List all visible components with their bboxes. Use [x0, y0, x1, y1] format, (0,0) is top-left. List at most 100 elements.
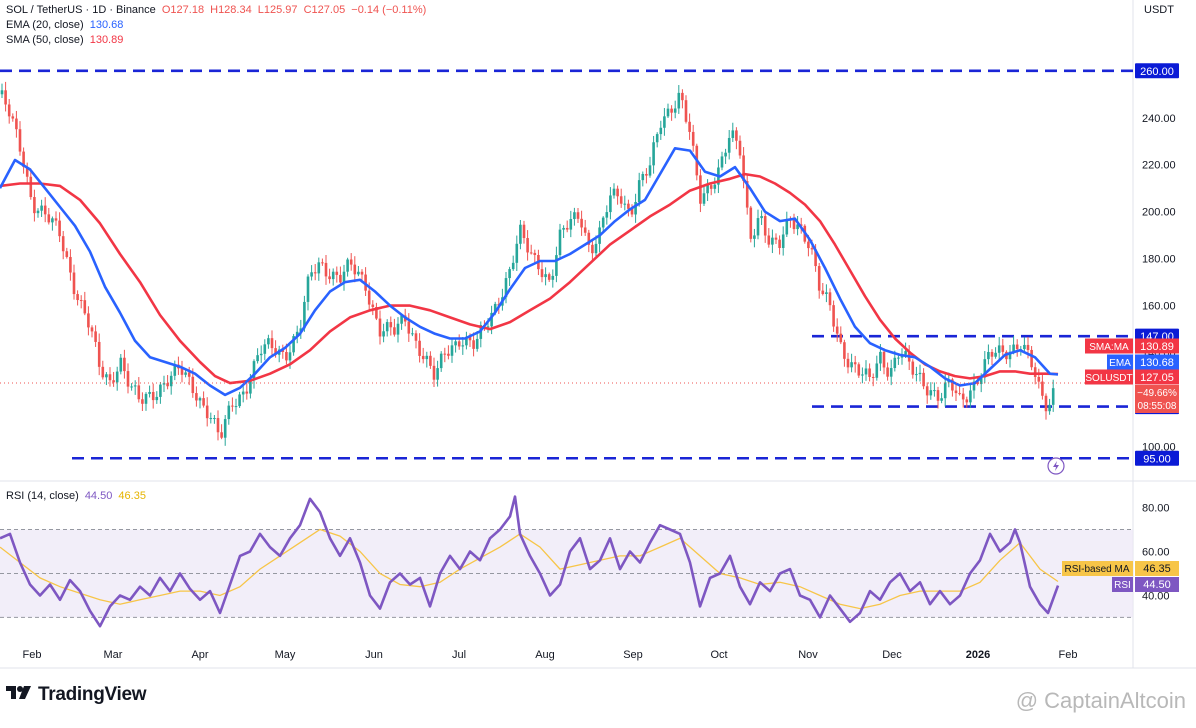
candle-body [994, 352, 997, 357]
price-tick-label: 240.00 [1142, 113, 1176, 125]
symbol-title[interactable]: SOL / TetherUS · 1D · Binance [6, 4, 156, 16]
candle-body [522, 224, 526, 239]
rsi-tag-name: RSI [1114, 580, 1131, 591]
candle-body [767, 235, 771, 245]
price-tick-label: 180.00 [1142, 254, 1176, 266]
candle-body [457, 341, 461, 347]
candle-body [115, 371, 119, 383]
level-tag: 95.00 [1135, 450, 1179, 466]
rsi-ma-tag: RSI-based MA 46.35 [1062, 561, 1179, 576]
candle-body [619, 196, 623, 204]
candle-body [1037, 376, 1041, 382]
candle-body [335, 271, 339, 275]
candle-body [105, 374, 108, 378]
candle-body [681, 92, 684, 101]
candle-body [990, 351, 994, 357]
candle-body [187, 372, 191, 377]
candle-body [641, 173, 645, 181]
candle-body [148, 391, 151, 394]
candle-body [889, 368, 893, 377]
time-tick-label: Oct [710, 649, 727, 661]
candle-body [951, 379, 954, 391]
candle-body [61, 236, 65, 252]
sma-legend-label: SMA (50, close) [6, 34, 84, 46]
ema-legend-value: 130.68 [89, 19, 124, 31]
ema-legend[interactable]: EMA (20, close) 130.68 [6, 18, 123, 32]
price-tag: EMA 130.68 [1107, 354, 1179, 370]
candle-body [0, 90, 4, 95]
rsi-tag-name-bg [1112, 577, 1133, 592]
rsi-tick-label: 60.00 [1142, 547, 1170, 559]
candle-body [961, 393, 965, 400]
candle-body [807, 241, 810, 249]
rsi-ma-tag-value: 46.35 [1143, 563, 1171, 575]
candle-body [346, 259, 349, 272]
price-tick-label: 100.00 [1142, 442, 1176, 454]
candle-body [670, 108, 673, 113]
level-tag-label: 260.00 [1140, 66, 1174, 78]
candle-body [342, 271, 346, 283]
candle-body [382, 331, 385, 337]
candle-body [29, 176, 33, 198]
candle-body [843, 342, 846, 359]
tradingview-logo[interactable]: TradingView [6, 684, 147, 706]
candle-body [378, 318, 382, 337]
rsi-line [0, 495, 1060, 628]
candle-body [976, 381, 979, 385]
candle-body [580, 218, 583, 228]
candle-body [562, 227, 565, 230]
candle-body [825, 292, 828, 294]
candle-body [418, 340, 421, 356]
candle-body [490, 312, 493, 327]
candle-body [691, 131, 695, 146]
lightning-icon[interactable] [1047, 457, 1065, 475]
candle-body [443, 353, 447, 355]
candle-body [270, 338, 274, 349]
candle-body [915, 374, 918, 376]
candle-body [645, 173, 648, 176]
candle-body [241, 391, 245, 395]
candle-body [137, 385, 141, 400]
candle-body [846, 358, 850, 368]
candle-body [853, 362, 857, 365]
candle-body [87, 313, 90, 328]
candle-body [511, 262, 515, 270]
candle-body [569, 219, 573, 230]
candle-body [749, 207, 753, 239]
candle-body [400, 315, 403, 324]
candle-body [828, 292, 832, 306]
candle-body [666, 108, 670, 117]
candle-body [375, 307, 378, 319]
candle-body [267, 338, 270, 345]
rsi-legend[interactable]: RSI (14, close) 44.50 46.35 [6, 489, 146, 503]
candle-body [112, 380, 115, 383]
candle-body [616, 188, 619, 197]
candle-body [79, 300, 83, 302]
candle-body [1048, 404, 1051, 412]
candle-body [601, 217, 605, 228]
time-tick-label: May [275, 649, 296, 661]
ohlc-change: −0.14 (−0.11%) [351, 4, 427, 16]
ohlc-high: H128.34 [210, 4, 252, 16]
candle-body [673, 108, 677, 113]
sma-legend[interactable]: SMA (50, close) 130.89 [6, 33, 123, 47]
candle-body [623, 203, 627, 205]
candle-body [72, 272, 76, 295]
candle-body [349, 259, 353, 265]
candle-body [731, 130, 735, 138]
candle-body [468, 336, 472, 341]
watermark: @ CaptainAltcoin [1015, 688, 1186, 713]
candle-body [173, 364, 177, 376]
currency-label[interactable]: USDT [1144, 4, 1174, 16]
candle-body [735, 130, 738, 141]
ema-line [0, 147, 1059, 397]
candle-body [76, 294, 79, 301]
price-tag-extra-bg [1135, 385, 1179, 413]
candle-body [940, 398, 943, 401]
ohlc-close: C127.05 [303, 4, 346, 16]
price-tag: SMA:MA 130.89 [1085, 338, 1179, 354]
candle-body [321, 262, 324, 264]
candle-body [238, 394, 241, 407]
candle-body [835, 326, 839, 334]
